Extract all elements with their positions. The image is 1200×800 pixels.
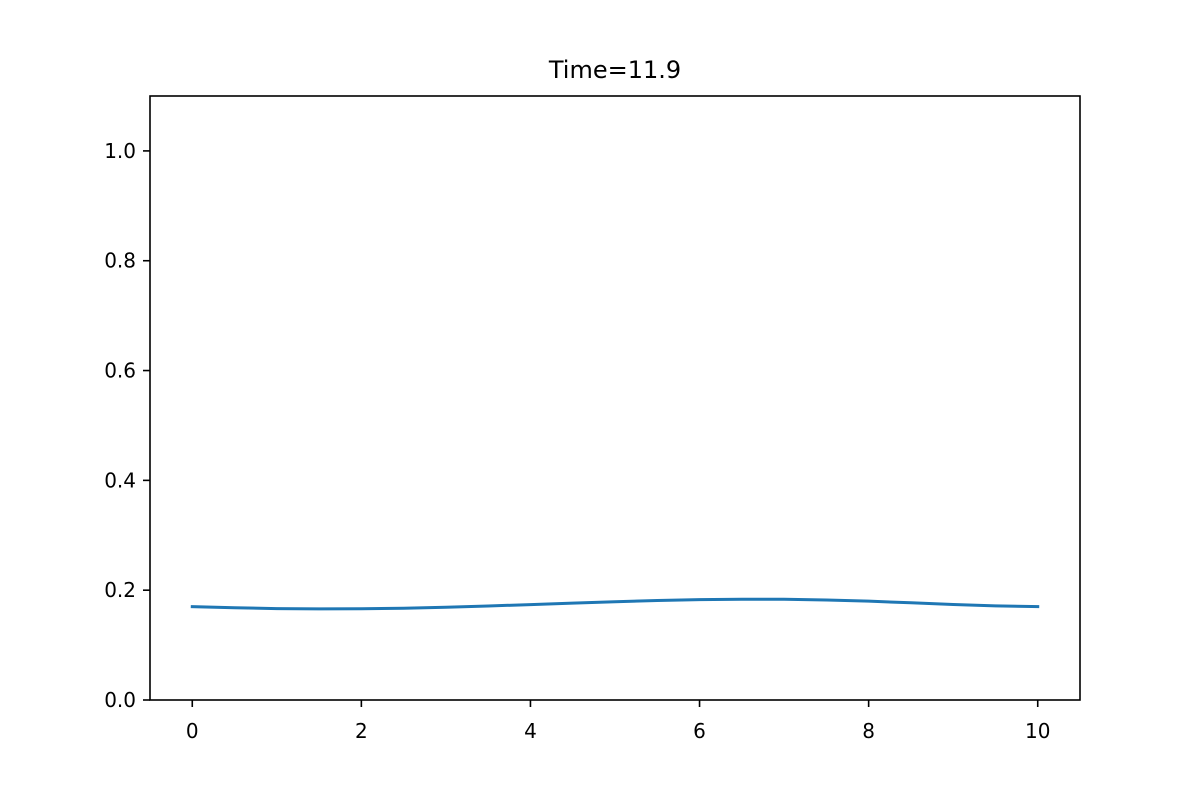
y-tick-label: 0.8	[104, 249, 136, 273]
x-tick-label: 10	[1025, 719, 1050, 743]
x-tick-label: 0	[186, 719, 199, 743]
x-tick-label: 4	[524, 719, 537, 743]
x-axis: 0 2 4 6 8 10	[186, 700, 1050, 743]
y-tick-label: 0.0	[104, 688, 136, 712]
x-tick-label: 6	[693, 719, 706, 743]
y-axis: 0.0 0.2 0.4 0.6 0.8 1.0	[104, 139, 150, 712]
y-tick-label: 0.2	[104, 578, 136, 602]
plot-area	[190, 597, 1040, 611]
axes-frame	[149, 95, 1081, 701]
x-tick-label: 2	[355, 719, 368, 743]
series-line	[190, 597, 1040, 611]
y-tick-label: 0.4	[104, 468, 136, 492]
y-tick-label: 0.6	[104, 359, 136, 383]
chart-title: Time=11.9	[548, 56, 681, 84]
y-tick-label: 1.0	[104, 139, 136, 163]
x-tick-label: 8	[862, 719, 875, 743]
